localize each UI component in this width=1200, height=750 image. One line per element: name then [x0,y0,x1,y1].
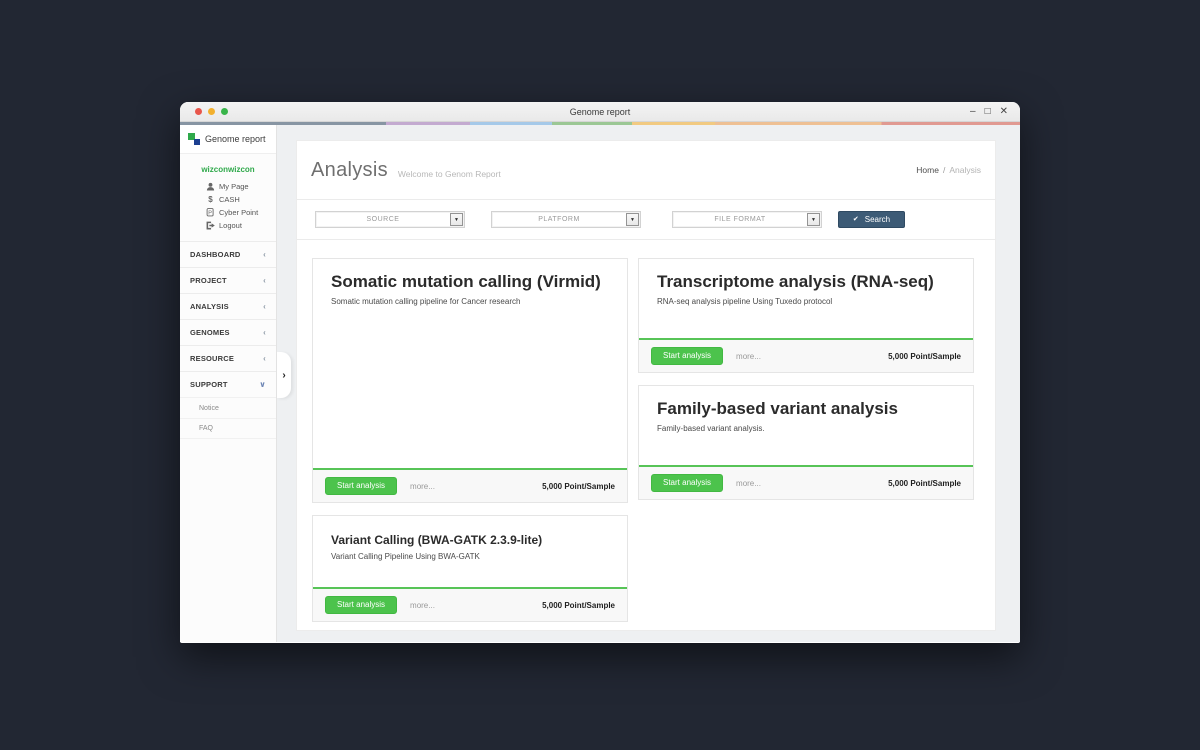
dollar-icon: $ [208,195,213,204]
user-menu-item-logout[interactable]: Logout [206,221,276,230]
minimize-traffic-button[interactable] [208,108,215,115]
card-title: Somatic mutation calling (Virmid) [331,272,601,291]
card-title: Variant Calling (BWA-GATK 2.3.9-lite) [331,533,543,547]
logout-icon [206,221,215,230]
chevron-left-icon: ‹ [263,328,266,337]
more-link[interactable]: more... [736,351,761,361]
chevron-right-icon: › [282,369,286,381]
filter-bar: SOURCE ▼ PLATFORM ▼ FILE FORMAT ▼ ✔ Sear… [297,200,995,240]
cyber-point-icon: P [206,208,215,217]
price-label: 5,000 Point/Sample [542,481,615,491]
breadcrumb-current: Analysis [949,165,981,175]
file-format-select[interactable]: FILE FORMAT ▼ [672,211,822,228]
breadcrumb-separator: / [942,165,946,175]
user-menu: My Page $ CASH P Cyber Point [180,182,276,230]
start-analysis-button[interactable]: Start analysis [651,347,724,365]
logo-icon [188,133,200,145]
card-title: Transcriptome analysis (RNA-seq) [657,272,934,291]
dropdown-arrow-icon[interactable]: ▼ [626,213,639,226]
source-select[interactable]: SOURCE ▼ [315,211,465,228]
card-transcriptome: Transcriptome analysis (RNA-seq) RNA-seq… [638,258,974,373]
user-menu-label: Cyber Point [219,208,259,217]
chevron-left-icon: ‹ [263,250,266,259]
card-variant-calling: Variant Calling (BWA-GATK 2.3.9-lite) Va… [312,515,628,622]
user-menu-item-cash[interactable]: $ CASH [206,195,276,204]
card-description: Somatic mutation calling pipeline for Ca… [331,297,521,307]
card-title: Family-based variant analysis [657,399,898,418]
chevron-down-icon: ∨ [259,380,266,389]
price-label: 5,000 Point/Sample [888,351,961,361]
window-title: Genome report [569,106,631,117]
main-area: Analysis Welcome to Genom Report Home / … [277,125,1020,642]
analysis-card-grid: Somatic mutation calling (Virmid) Somati… [297,240,995,622]
sidebar-subitem-faq[interactable]: FAQ [180,418,276,439]
brand-logo[interactable]: Genome report [180,125,276,154]
dropdown-arrow-icon[interactable]: ▼ [807,213,820,226]
close-icon[interactable]: ✕ [999,105,1008,117]
user-menu-label: Logout [219,221,242,230]
platform-select[interactable]: PLATFORM ▼ [491,211,641,228]
sidebar-collapse-handle[interactable]: › [277,352,291,398]
page-subtitle: Welcome to Genom Report [397,168,501,179]
zoom-traffic-button[interactable] [221,108,228,115]
more-link[interactable]: more... [736,478,761,488]
card-description: RNA-seq analysis pipeline Using Tuxedo p… [657,297,833,307]
chevron-left-icon: ‹ [263,276,266,285]
card-footer: Start analysis more... 5,000 Point/Sampl… [313,587,627,621]
breadcrumb: Home / Analysis [916,165,981,175]
card-family-based: Family-based variant analysis Family-bas… [638,385,974,500]
card-somatic-mutation: Somatic mutation calling (Virmid) Somati… [312,258,628,503]
accent-color-strip [180,122,1020,125]
card-footer: Start analysis more... 5,000 Point/Sampl… [313,468,627,502]
sidebar-item-analysis[interactable]: ANALYSIS ‹ [180,293,276,319]
svg-text:P: P [208,210,212,216]
user-menu-item-cyber-point[interactable]: P Cyber Point [206,208,276,217]
price-label: 5,000 Point/Sample [888,478,961,488]
content-panel: Analysis Welcome to Genom Report Home / … [296,140,996,631]
more-link[interactable]: more... [410,481,435,491]
window-controls: – □ ✕ [970,105,1008,117]
check-icon: ✔ [852,216,859,223]
close-traffic-button[interactable] [195,108,202,115]
sidebar-item-resource[interactable]: RESOURCE ‹ [180,345,276,371]
user-menu-label: CASH [219,195,240,204]
chevron-left-icon: ‹ [263,354,266,363]
sidebar-item-project[interactable]: PROJECT ‹ [180,267,276,293]
maximize-icon[interactable]: □ [984,105,991,117]
app-window: Genome report – □ ✕ Genome report wizcon… [180,102,1020,643]
user-menu-label: My Page [219,182,249,191]
page-header: Analysis Welcome to Genom Report Home / … [297,141,995,200]
breadcrumb-home-link[interactable]: Home [916,165,939,175]
dropdown-arrow-icon[interactable]: ▼ [450,213,463,226]
sidebar: Genome report wizconwizcon My Page $ [180,125,277,642]
card-footer: Start analysis more... 5,000 Point/Sampl… [639,465,973,499]
card-footer: Start analysis more... 5,000 Point/Sampl… [639,338,973,372]
window-body: Genome report wizconwizcon My Page $ [180,125,1020,642]
sidebar-item-dashboard[interactable]: DASHBOARD ‹ [180,241,276,267]
username[interactable]: wizconwizcon [201,165,255,174]
minimize-icon[interactable]: – [970,105,976,117]
start-analysis-button[interactable]: Start analysis [325,596,398,614]
card-description: Family-based variant analysis. [657,424,765,434]
user-icon [206,182,215,191]
user-menu-item-my-page[interactable]: My Page [206,182,276,191]
price-label: 5,000 Point/Sample [542,600,615,610]
brand-name: Genome report [205,134,266,144]
start-analysis-button[interactable]: Start analysis [325,477,398,495]
sidebar-subitem-notice[interactable]: Notice [180,397,276,418]
page-title: Analysis [311,158,388,181]
chevron-left-icon: ‹ [263,302,266,311]
title-bar: Genome report – □ ✕ [180,102,1020,122]
user-section: wizconwizcon My Page $ CASH [180,154,276,241]
traffic-lights [195,108,228,115]
sidebar-item-support[interactable]: SUPPORT ∨ [180,371,276,397]
card-description: Variant Calling Pipeline Using BWA-GATK [331,552,480,562]
start-analysis-button[interactable]: Start analysis [651,474,724,492]
sidebar-item-genomes[interactable]: GENOMES ‹ [180,319,276,345]
search-button[interactable]: ✔ Search [838,211,905,228]
more-link[interactable]: more... [410,600,435,610]
